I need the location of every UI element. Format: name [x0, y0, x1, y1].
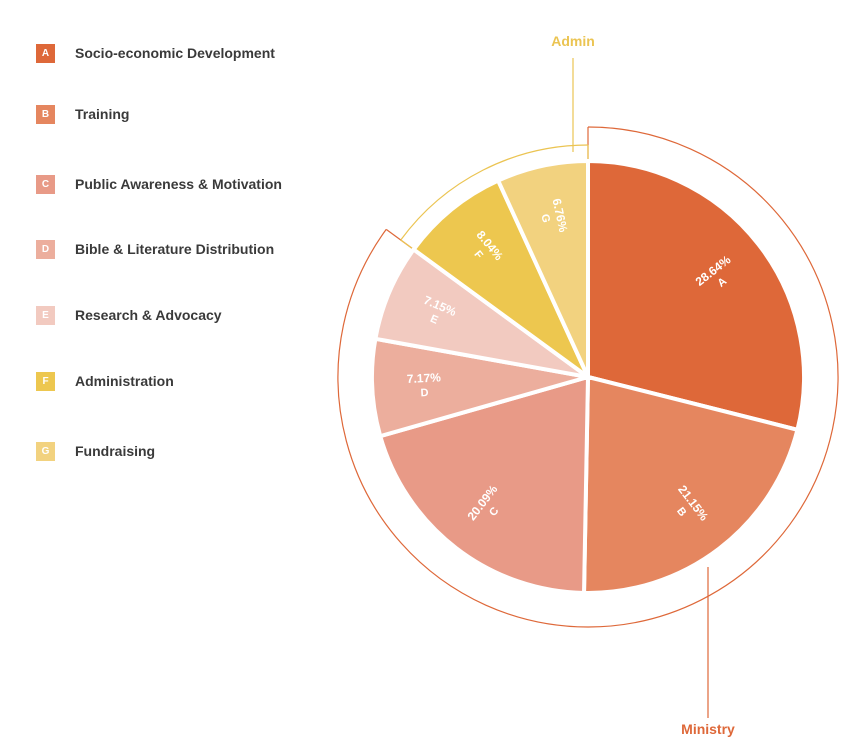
group-label: Admin	[551, 33, 595, 49]
legend: A Socio-economic Development B Training C Pub…	[0, 0, 340, 748]
pie-slice-f	[411, 178, 590, 379]
pie-slice-b	[582, 375, 800, 595]
slice-letter-label: G	[538, 213, 552, 224]
legend-swatch: G	[36, 441, 55, 461]
pie-slices	[370, 159, 806, 595]
legend-item: D Bible & Literature Distribution	[36, 238, 274, 260]
legend-label: Research & Advocacy	[75, 307, 222, 323]
legend-item: F Administration	[36, 370, 174, 392]
pie-slice-a	[586, 159, 806, 432]
legend-label: Administration	[75, 373, 174, 389]
legend-item: C Public Awareness & Motivation	[36, 173, 282, 195]
slice-letter-label: D	[420, 387, 429, 399]
legend-swatch: E	[36, 305, 55, 325]
slice-letter-label: E	[428, 313, 439, 327]
legend-item: E Research & Advocacy	[36, 304, 222, 326]
legend-swatch: B	[36, 104, 55, 124]
slice-label: 7.17%D	[407, 370, 442, 399]
legend-label: Fundraising	[75, 443, 156, 459]
legend-label: Training	[75, 106, 130, 122]
legend-label: Socio-economic Development	[75, 45, 275, 61]
group-brackets: Ministry Admin	[337, 33, 839, 737]
pie-slice-c	[378, 375, 590, 595]
group-arc	[400, 144, 589, 241]
legend-swatch: A	[36, 43, 55, 63]
legend-item: B Training	[36, 103, 129, 125]
group-label: Ministry	[681, 721, 735, 737]
legend-item: A Socio-economic Development	[36, 42, 275, 64]
legend-swatch: C	[36, 174, 55, 194]
group-arc	[337, 126, 839, 628]
legend-swatch: D	[36, 239, 55, 259]
legend-swatch: F	[36, 371, 55, 391]
slice-percent-label: 7.17%	[407, 370, 442, 386]
legend-label: Public Awareness & Motivation	[75, 176, 282, 192]
pie-slice-g	[496, 159, 590, 379]
legend-label: Bible & Literature Distribution	[75, 241, 275, 257]
legend-item: G Fundraising	[36, 440, 155, 462]
